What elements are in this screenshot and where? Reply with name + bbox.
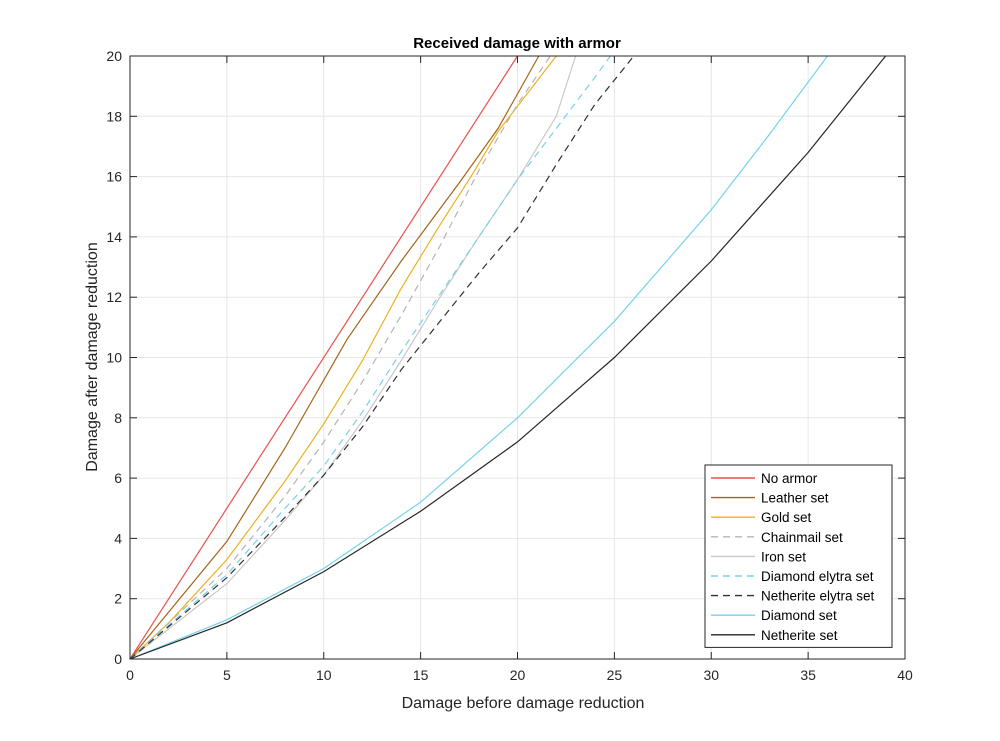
y-tick-label: 14: [106, 229, 122, 245]
x-tick-label: 5: [223, 667, 231, 683]
series-line-iron-set: [129, 55, 577, 660]
x-tick-label: 15: [413, 667, 429, 683]
legend-entry: No armor: [761, 471, 818, 486]
series-line-chainmail-set: [129, 55, 551, 660]
x-tick-label: 40: [897, 667, 913, 683]
series-line-diamond-set: [129, 55, 828, 660]
x-tick-label: 30: [703, 667, 719, 683]
x-tick-label: 20: [510, 667, 526, 683]
y-tick-label: 2: [114, 591, 122, 607]
x-tick-label: 35: [800, 667, 816, 683]
x-tick-label: 10: [316, 667, 332, 683]
legend-entry: Gold set: [761, 510, 812, 525]
legend: No armor Leather set Gold set Chainmail set…: [704, 464, 893, 648]
y-tick-label: 10: [106, 350, 122, 366]
series-lines: [129, 55, 887, 660]
y-tick-label: 4: [114, 530, 122, 546]
series-line-no-armor: [129, 55, 519, 660]
y-axis-label: Damage after damage reduction: [84, 242, 101, 471]
chart-title: Received damage with armor: [413, 35, 621, 52]
legend-entry: Leather set: [761, 491, 829, 506]
legend-entry: Chainmail set: [761, 530, 843, 545]
x-axis-label: Damage before damage reduction: [402, 695, 645, 712]
series-line-netherite-set: [129, 55, 887, 660]
legend-entry: Iron set: [761, 549, 806, 564]
legend-entry: Diamond set: [761, 608, 837, 623]
legend-entry: Netherite elytra set: [761, 589, 875, 604]
y-tick-label: 8: [114, 410, 122, 426]
series-line-leather-set: [129, 55, 540, 660]
y-tick-label: 6: [114, 470, 122, 486]
y-tick-label: 0: [114, 651, 122, 667]
axis-ticks: 0 5 10 15 20 25 30 35 40 0 2 4 6 8 10 12 14 16 18 20: [106, 48, 913, 683]
y-tick-label: 12: [106, 289, 122, 305]
series-line-gold-set: [129, 55, 557, 660]
x-tick-label: 0: [126, 667, 134, 683]
y-tick-label: 18: [106, 108, 122, 124]
legend-entry: Diamond elytra set: [761, 569, 874, 584]
x-tick-label: 25: [607, 667, 623, 683]
y-tick-label: 20: [106, 48, 122, 64]
series-line-diamond-elytra-set: [129, 55, 611, 660]
series-line-netherite-elytra-set: [129, 55, 635, 660]
y-tick-label: 16: [106, 169, 122, 185]
legend-entry: Netherite set: [761, 628, 838, 643]
